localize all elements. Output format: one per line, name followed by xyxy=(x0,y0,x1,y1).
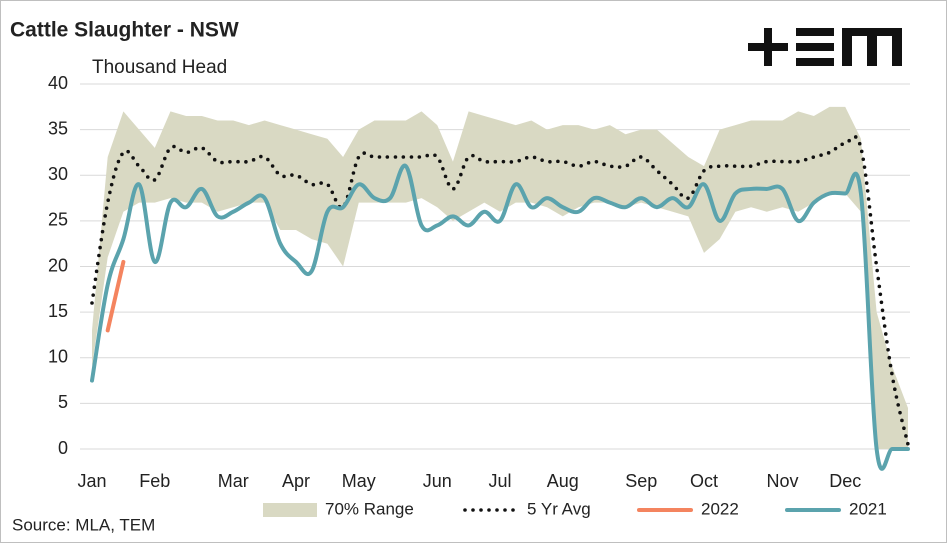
x-tick-label: Nov xyxy=(766,471,798,491)
range-area xyxy=(92,106,908,449)
x-tick-label: Feb xyxy=(139,471,170,491)
x-tick-label: Apr xyxy=(282,471,310,491)
y-axis-label: Thousand Head xyxy=(92,57,227,78)
y-tick-label: 10 xyxy=(48,347,68,367)
legend-label: 2022 xyxy=(701,499,739,518)
y-tick-label: 25 xyxy=(48,210,68,230)
series-line xyxy=(90,163,910,471)
x-tick-label: Oct xyxy=(690,471,718,491)
x-tick-label: Jun xyxy=(423,471,452,491)
legend-label: 70% Range xyxy=(325,499,414,518)
y-tick-label: 20 xyxy=(48,255,68,275)
avg-line xyxy=(90,134,910,447)
logo xyxy=(748,28,902,66)
y-tick-label: 30 xyxy=(48,164,68,184)
x-tick-label: Jul xyxy=(488,471,511,491)
legend-swatch xyxy=(263,503,317,517)
chart-title: Cattle Slaughter - NSW xyxy=(10,19,239,42)
series-line xyxy=(105,259,126,333)
source: Source: MLA, TEM xyxy=(12,515,155,534)
x-tick-label: Mar xyxy=(218,471,249,491)
legend-label: 5 Yr Avg xyxy=(527,499,591,518)
y-tick-label: 15 xyxy=(48,301,68,321)
y-tick-label: 40 xyxy=(48,73,68,93)
y-tick-label: 35 xyxy=(48,118,68,138)
x-tick-label: Aug xyxy=(547,471,579,491)
y-tick-label: 0 xyxy=(58,438,68,458)
x-tick-label: May xyxy=(342,471,376,491)
x-tick-label: Dec xyxy=(829,471,861,491)
x-tick-label: Sep xyxy=(625,471,657,491)
y-tick-label: 5 xyxy=(58,392,68,412)
legend-label: 2021 xyxy=(849,499,887,518)
x-tick-label: Jan xyxy=(77,471,106,491)
